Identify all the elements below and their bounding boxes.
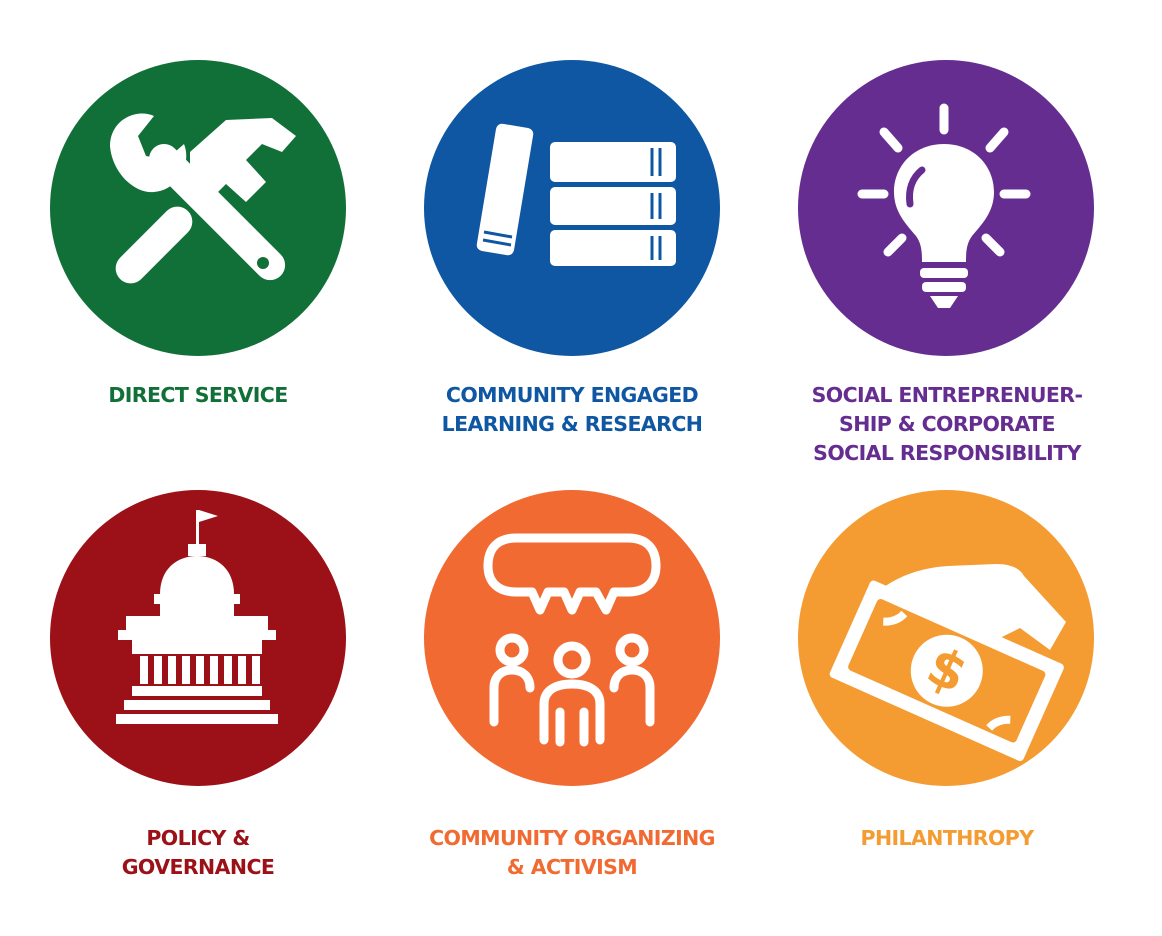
- hand-money-icon: $: [829, 564, 1066, 761]
- label-line: POLICY &: [146, 826, 250, 850]
- label-line: SOCIAL RESPONSIBILITY: [813, 441, 1081, 465]
- organizing-circle: [424, 490, 720, 786]
- learning-label: COMMUNITY ENGAGED LEARNING & RESEARCH: [412, 381, 732, 439]
- policy-circle: [50, 490, 346, 786]
- direct-service-label: DIRECT SERVICE: [70, 381, 326, 410]
- label-line: SOCIAL ENTREPRENUER-: [811, 383, 1083, 407]
- label-line: PHILANTHROPY: [860, 826, 1035, 850]
- philanthropy-circle: $: [798, 490, 1094, 786]
- label-line: DIRECT SERVICE: [108, 383, 288, 407]
- social-label: SOCIAL ENTREPRENUER- SHIP & CORPORATE SO…: [780, 381, 1114, 468]
- label-line: COMMUNITY ORGANIZING: [429, 826, 715, 850]
- social-circle: [798, 60, 1094, 356]
- label-line: GOVERNANCE: [121, 855, 275, 879]
- philanthropy-label: PHILANTHROPY: [780, 824, 1114, 853]
- label-line: SHIP & CORPORATE: [839, 412, 1055, 436]
- policy-label: POLICY & GOVERNANCE: [70, 824, 326, 882]
- label-line: COMMUNITY ENGAGED: [445, 383, 699, 407]
- people-speech-icon: [483, 533, 661, 747]
- label-line: & ACTIVISM: [506, 855, 638, 879]
- organizing-label: COMMUNITY ORGANIZING & ACTIVISM: [412, 824, 732, 882]
- books-icon: [476, 123, 676, 266]
- capitol-building-icon: [116, 510, 278, 724]
- lightbulb-icon: [857, 103, 1031, 308]
- learning-circle: [424, 60, 720, 356]
- label-line: LEARNING & RESEARCH: [441, 412, 703, 436]
- direct-service-circle: [50, 60, 346, 356]
- wrench-hammer-icon: [110, 113, 296, 284]
